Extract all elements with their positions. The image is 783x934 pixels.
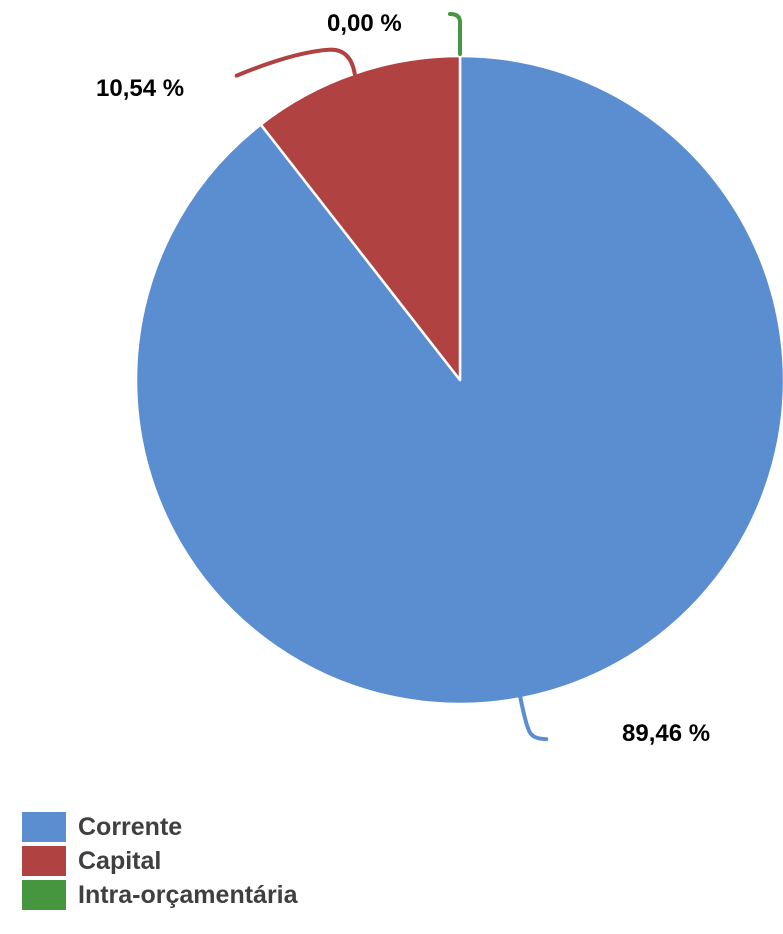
data-label-intra: 0,00 % [327, 10, 402, 37]
legend-item-corrente: Corrente [22, 812, 298, 842]
data-labels: 89,46 % 10,54 % 0,00 % [96, 10, 710, 747]
leader-line-intra [448, 12, 462, 56]
data-label-corrente: 89,46 % [622, 720, 710, 747]
legend-label-corrente: Corrente [78, 812, 183, 841]
pie-chart: 89,46 % 10,54 % 0,00 % [96, 10, 783, 747]
leader-line-capital [234, 47, 357, 78]
legend-swatch-corrente [22, 812, 66, 842]
legend-label-capital: Capital [78, 846, 162, 875]
legend-swatch-capital [22, 846, 66, 876]
leader-lines [234, 12, 549, 742]
legend-item-intra: Intra-orçamentária [22, 880, 298, 910]
legend-label-intra: Intra-orçamentária [78, 880, 298, 909]
pie-slices [134, 54, 783, 706]
legend-item-capital: Capital [22, 846, 298, 876]
legend: Corrente Capital Intra-orçamentária [22, 812, 298, 914]
data-label-capital: 10,54 % [96, 75, 184, 102]
legend-swatch-intra [22, 880, 66, 910]
leader-line-corrente [518, 695, 549, 742]
